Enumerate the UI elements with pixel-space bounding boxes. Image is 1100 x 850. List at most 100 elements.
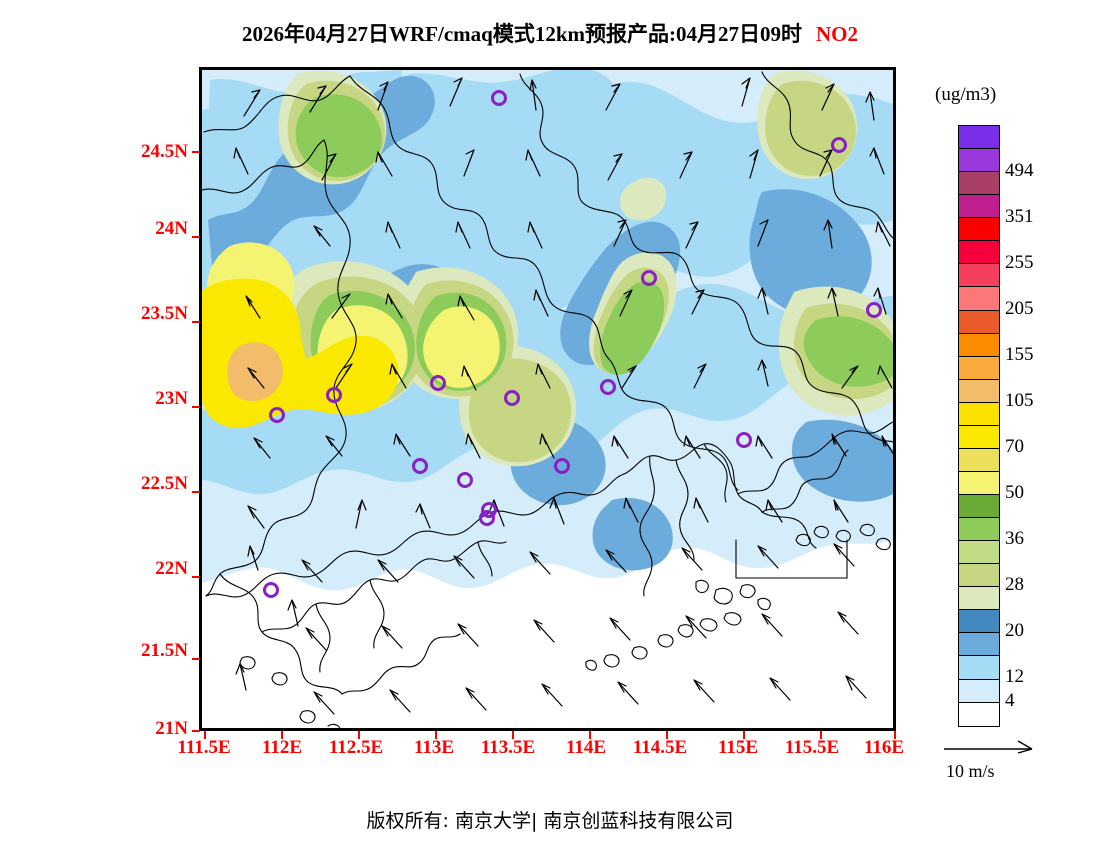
station-marker[interactable] [263,582,279,598]
colorbar-band [959,218,999,242]
map-svg [202,70,893,728]
y-axis-tick [192,658,200,660]
x-axis-label: 112.5E [328,737,384,758]
station-marker[interactable] [600,379,616,395]
x-axis-tick [820,731,822,739]
y-axis-tick [192,730,200,732]
colorbar-band [959,379,999,403]
station-marker[interactable] [554,458,570,474]
y-axis-label: 24.5N [141,141,188,162]
colorbar-band [959,149,999,173]
x-axis-label: 114.5E [632,737,688,758]
title-main-text: 2026年04月27日WRF/cmaq模式12km预报产品:04月27日09时 [242,22,802,46]
y-axis-label: 21N [155,718,188,739]
colorbar-band [959,287,999,311]
title-species-text: NO2 [816,22,858,46]
y-axis-tick [192,151,200,153]
x-axis-tick [204,731,206,739]
station-marker[interactable] [326,387,342,403]
x-axis-tick [589,731,591,739]
colorbar-band [959,126,999,150]
y-axis-tick [192,321,200,323]
station-marker[interactable] [430,375,446,391]
colorbar-band [959,448,999,472]
y-axis-tick [192,491,200,493]
station-marker[interactable] [481,502,497,518]
y-axis-label: 23N [155,388,188,409]
station-marker[interactable] [457,472,473,488]
colorbar-band [959,633,999,657]
page-title: 2026年04月27日WRF/cmaq模式12km预报产品:04月27日09时 N… [0,18,1100,48]
colorbar-band [959,587,999,611]
y-axis-label: 22N [155,558,188,579]
y-axis-label: 23.5N [141,303,188,324]
colorbar-band [959,195,999,219]
y-axis-label: 21.5N [141,640,188,661]
station-marker[interactable] [269,407,285,423]
colorbar-band [959,495,999,519]
colorbar [958,125,1000,727]
wind-scale-legend: 10 m/s [940,735,1080,785]
station-marker[interactable] [866,302,882,318]
y-axis-label: 24N [155,218,188,239]
y-axis-tick [192,406,200,408]
x-axis-tick [358,731,360,739]
y-axis-tick [192,236,200,238]
station-marker[interactable] [641,270,657,286]
colorbar-band [959,656,999,680]
x-axis-label: 115.5E [784,737,840,758]
colorbar-tick-label: 12 [1005,666,1024,687]
station-marker[interactable] [831,137,847,153]
station-marker[interactable] [736,432,752,448]
x-axis-tick [435,731,437,739]
x-axis-label: 115E [717,737,759,758]
arrow-right-icon [944,740,1033,754]
x-axis-tick [281,731,283,739]
colorbar-band [959,610,999,634]
colorbar-band [959,541,999,565]
colorbar-band [959,310,999,334]
colorbar-tick-label: 155 [1005,344,1034,365]
y-axis-label: 22.5N [141,473,188,494]
x-axis-tick [512,731,514,739]
x-axis-label: 114E [565,737,607,758]
colorbar-band [959,471,999,495]
colorbar-band [959,402,999,426]
administrative-boundaries [202,71,893,728]
colorbar-tick-label: 494 [1005,160,1034,181]
colorbar-tick-label: 36 [1005,528,1024,549]
colorbar-band [959,264,999,288]
station-marker[interactable] [479,510,495,526]
y-axis-tick [192,576,200,578]
colorbar-tick-label: 28 [1005,574,1024,595]
x-axis-label: 113.5E [480,737,536,758]
x-axis-label: 112E [261,737,303,758]
station-markers [263,90,882,598]
x-axis-label: 116E [863,737,905,758]
colorbar-band [959,702,999,726]
wind-vector-field [233,77,893,715]
x-axis-tick [666,731,668,739]
colorbar-unit-label: (ug/m3) [935,84,997,105]
x-axis-label: 113E [413,737,455,758]
forecast-map-plot[interactable] [199,67,896,731]
copyright-footer: 版权所有: 南京大学| 南京创蓝科技有限公司 [366,810,734,832]
station-marker[interactable] [412,458,428,474]
colorbar-tick-label: 50 [1005,482,1024,503]
x-axis-tick [743,731,745,739]
station-marker[interactable] [491,90,507,106]
colorbar-band [959,172,999,196]
colorbar-tick-label: 70 [1005,436,1024,457]
station-marker[interactable] [504,390,520,406]
colorbar-band [959,241,999,265]
colorbar-tick-label: 255 [1005,252,1034,273]
colorbar-tick-label: 20 [1005,620,1024,641]
colorbar-tick-label: 4 [1005,690,1015,711]
colorbar-band [959,564,999,588]
x-axis-tick [894,731,896,739]
colorbar-band [959,333,999,357]
wind-scale-label: 10 m/s [946,761,995,781]
colorbar-tick-label: 105 [1005,390,1034,411]
colorbar-band [959,356,999,380]
x-axis-label: 111.5E [177,737,231,758]
